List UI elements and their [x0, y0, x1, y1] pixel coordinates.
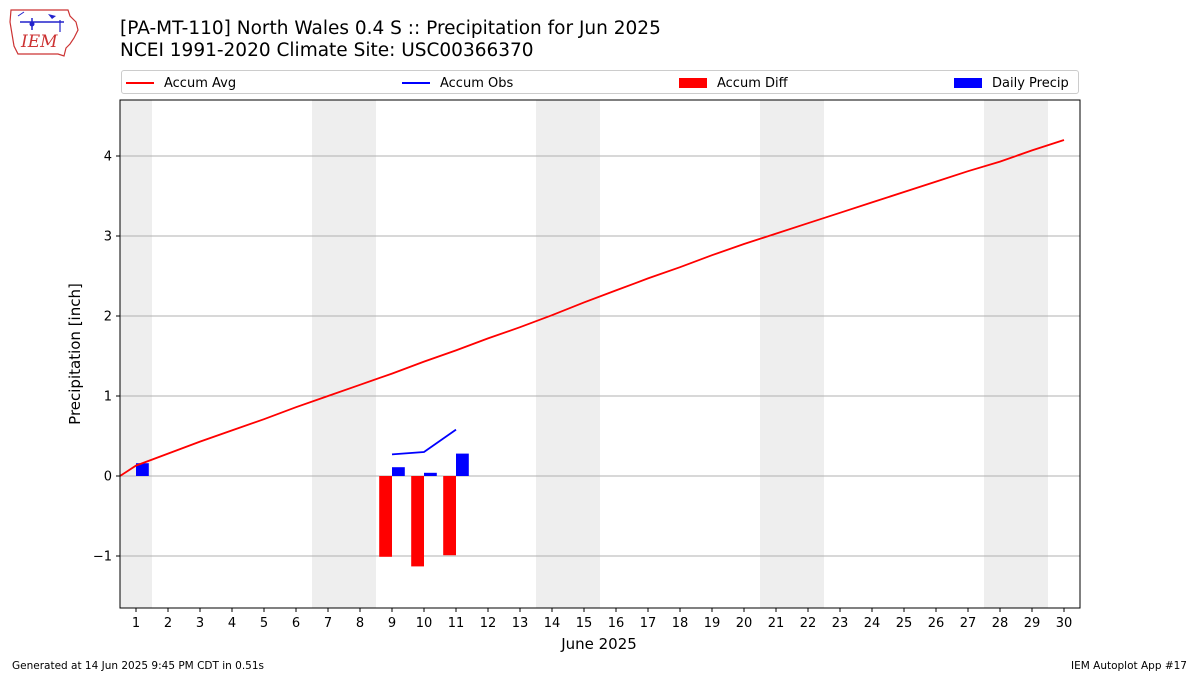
y-tick-label: 1: [104, 390, 112, 405]
legend-item-daily-precip: Daily Precip: [954, 74, 1069, 92]
x-tick-label: 3: [196, 616, 204, 631]
x-tick-label: 28: [992, 616, 1009, 631]
footer-app-id: IEM Autoplot App #17: [1071, 660, 1187, 672]
chart-legend: Accum Avg Accum Obs Accum Diff Daily Pre…: [121, 70, 1079, 94]
daily-precip-bar: [424, 472, 437, 476]
legend-label-daily-precip: Daily Precip: [992, 75, 1069, 91]
legend-swatch-accum-avg: [126, 82, 154, 84]
x-tick-label: 25: [896, 616, 913, 631]
legend-item-accum-avg: Accum Avg: [126, 74, 236, 92]
x-tick-label: 4: [228, 616, 236, 631]
accum-diff-bar: [411, 476, 424, 567]
legend-item-accum-obs: Accum Obs: [402, 74, 513, 92]
weekend-band: [536, 100, 568, 608]
x-tick-label: 20: [736, 616, 753, 631]
legend-swatch-accum-obs: [402, 82, 430, 84]
x-tick-label: 10: [416, 616, 433, 631]
x-tick-label: 13: [512, 616, 529, 631]
x-tick-label: 21: [768, 616, 785, 631]
x-tick-label: 14: [544, 616, 561, 631]
x-tick-label: 2: [164, 616, 172, 631]
y-tick-label: 2: [104, 310, 112, 325]
daily-precip-bar: [392, 467, 405, 476]
legend-label-accum-avg: Accum Avg: [164, 75, 237, 91]
weekend-band: [568, 100, 600, 608]
title-line-1: [PA-MT-110] North Wales 0.4 S :: Precipi…: [120, 18, 661, 39]
weekend-band: [1016, 100, 1048, 608]
x-tick-label: 30: [1056, 616, 1073, 631]
footer-generated: Generated at 14 Jun 2025 9:45 PM CDT in …: [12, 660, 265, 672]
x-tick-label: 17: [640, 616, 657, 631]
chart-title: [PA-MT-110] North Wales 0.4 S :: Precipi…: [120, 18, 661, 62]
iem-logo: IEM: [6, 4, 82, 62]
plot-frame: [119, 99, 1081, 609]
accum-diff-bar: [443, 476, 456, 556]
x-tick-label: 19: [704, 616, 721, 631]
legend-label-accum-obs: Accum Obs: [440, 75, 514, 91]
iowa-state-map-icon: IEM: [9, 9, 79, 57]
x-axis-label: June 2025: [560, 635, 637, 653]
x-tick-label: 12: [480, 616, 497, 631]
x-tick-label: 8: [356, 616, 364, 631]
y-tick-label: 0: [104, 470, 112, 485]
weekend-band: [312, 100, 344, 608]
daily-precip-bar: [456, 453, 469, 476]
x-tick-label: 22: [800, 616, 817, 631]
x-tick-label: 18: [672, 616, 689, 631]
x-tick-label: 23: [832, 616, 849, 631]
legend-swatch-accum-diff: [679, 78, 707, 88]
y-tick-label: 4: [104, 150, 112, 165]
x-tick-label: 5: [260, 616, 268, 631]
y-tick-label: 3: [104, 230, 112, 245]
weekend-band: [792, 100, 824, 608]
x-tick-label: 6: [292, 616, 300, 631]
x-tick-label: 26: [928, 616, 945, 631]
x-tick-label: 15: [576, 616, 593, 631]
x-tick-label: 11: [448, 616, 465, 631]
daily-precip-bar: [136, 463, 149, 476]
legend-label-accum-diff: Accum Diff: [717, 75, 788, 91]
accum-avg-line: [119, 139, 1065, 477]
y-axis-label: Precipitation [inch]: [66, 283, 84, 425]
y-tick-label: −1: [93, 550, 112, 565]
logo-text: IEM: [20, 32, 58, 52]
x-tick-label: 7: [324, 616, 332, 631]
title-line-2: NCEI 1991-2020 Climate Site: USC00366370: [120, 40, 534, 61]
legend-item-accum-diff: Accum Diff: [679, 74, 788, 92]
weekend-band: [984, 100, 1016, 608]
accum-diff-bar: [379, 476, 392, 557]
x-tick-label: 24: [864, 616, 881, 631]
x-tick-label: 27: [960, 616, 977, 631]
accum-obs-line: [391, 428, 457, 456]
x-tick-label: 9: [388, 616, 396, 631]
weekend-band: [760, 100, 792, 608]
legend-swatch-daily-precip: [954, 78, 982, 88]
x-tick-label: 1: [132, 616, 140, 631]
x-tick-label: 16: [608, 616, 625, 631]
x-tick-label: 29: [1024, 616, 1041, 631]
weekend-band: [120, 100, 152, 608]
weekend-band: [344, 100, 376, 608]
